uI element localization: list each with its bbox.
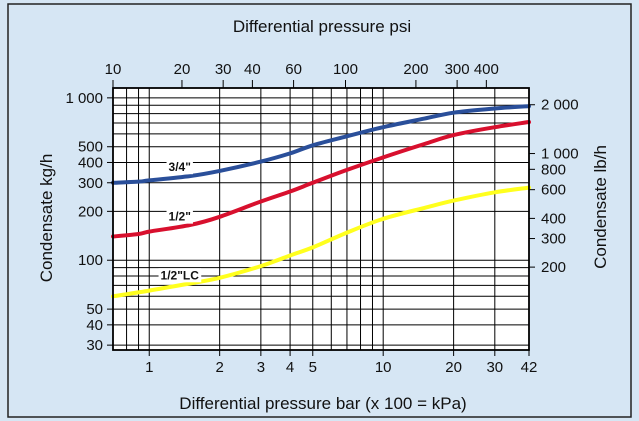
- top-tick-label: 60: [285, 61, 302, 78]
- top-tick-label: 400: [474, 61, 499, 78]
- x-tick-label: 1: [145, 359, 153, 376]
- top-tick-label: 40: [244, 61, 261, 78]
- y-tick-label: 300: [78, 175, 103, 192]
- chart-title: Differential pressure psi: [233, 17, 411, 36]
- top-tick-label: 30: [215, 61, 232, 78]
- y-tick-label: 400: [78, 154, 103, 171]
- right-tick-label: 300: [541, 231, 566, 248]
- y-tick-label: 200: [78, 203, 103, 220]
- figure-border: [7, 3, 632, 418]
- top-tick-label: 10: [105, 61, 122, 78]
- top-tick-label: 20: [174, 61, 191, 78]
- plot-border: [112, 87, 530, 351]
- top-tick-label: 200: [403, 61, 428, 78]
- right-tick-label: 200: [541, 259, 566, 276]
- y-axis-label-right: Condensate lb/h: [591, 145, 610, 269]
- x-tick-label: 5: [309, 359, 317, 376]
- y-axis-label-left: Condensate kg/h: [37, 154, 56, 283]
- y-tick-label: 40: [86, 317, 103, 334]
- curve-label: 1/2": [169, 210, 191, 224]
- series-curves: [111, 104, 531, 299]
- x-tick-label: 20: [445, 359, 462, 376]
- right-tick-label: 600: [541, 182, 566, 199]
- x-tick-label: 42: [521, 359, 538, 376]
- right-tick-label: 2 000: [541, 97, 579, 114]
- top-tick-label: 100: [333, 61, 358, 78]
- series-line: [111, 104, 531, 185]
- y-tick-label: 50: [86, 301, 103, 318]
- grid-lines: [113, 88, 529, 350]
- right-tick-label: 400: [541, 210, 566, 227]
- x-tick-label: 2: [215, 359, 223, 376]
- right-tick-label: 1 000: [541, 146, 579, 163]
- series-line: [111, 120, 531, 239]
- curve-label-background: [158, 268, 202, 283]
- curve-label: 1/2"LC: [161, 268, 200, 282]
- y-tick-label: 1 000: [65, 90, 103, 107]
- x-tick-label: 4: [286, 359, 294, 376]
- y-tick-label: 100: [78, 252, 103, 269]
- curve-labels: 3/4" 1/2" 1/2"LC: [158, 160, 202, 283]
- x-axis-label: Differential pressure bar (x 100 = kPa): [179, 394, 466, 413]
- x-tick-label: 10: [375, 359, 392, 376]
- curve-label-background: [166, 209, 193, 224]
- x-tick-label: 30: [486, 359, 503, 376]
- top-tick-label: 300: [445, 61, 470, 78]
- y-tick-label: 30: [86, 337, 103, 354]
- right-tick-label: 800: [541, 161, 566, 178]
- curve-label-background: [166, 160, 193, 175]
- series-line: [111, 185, 531, 299]
- y-tick-label: 500: [78, 139, 103, 156]
- curve-label: 3/4": [169, 160, 191, 174]
- x-tick-label: 3: [257, 359, 265, 376]
